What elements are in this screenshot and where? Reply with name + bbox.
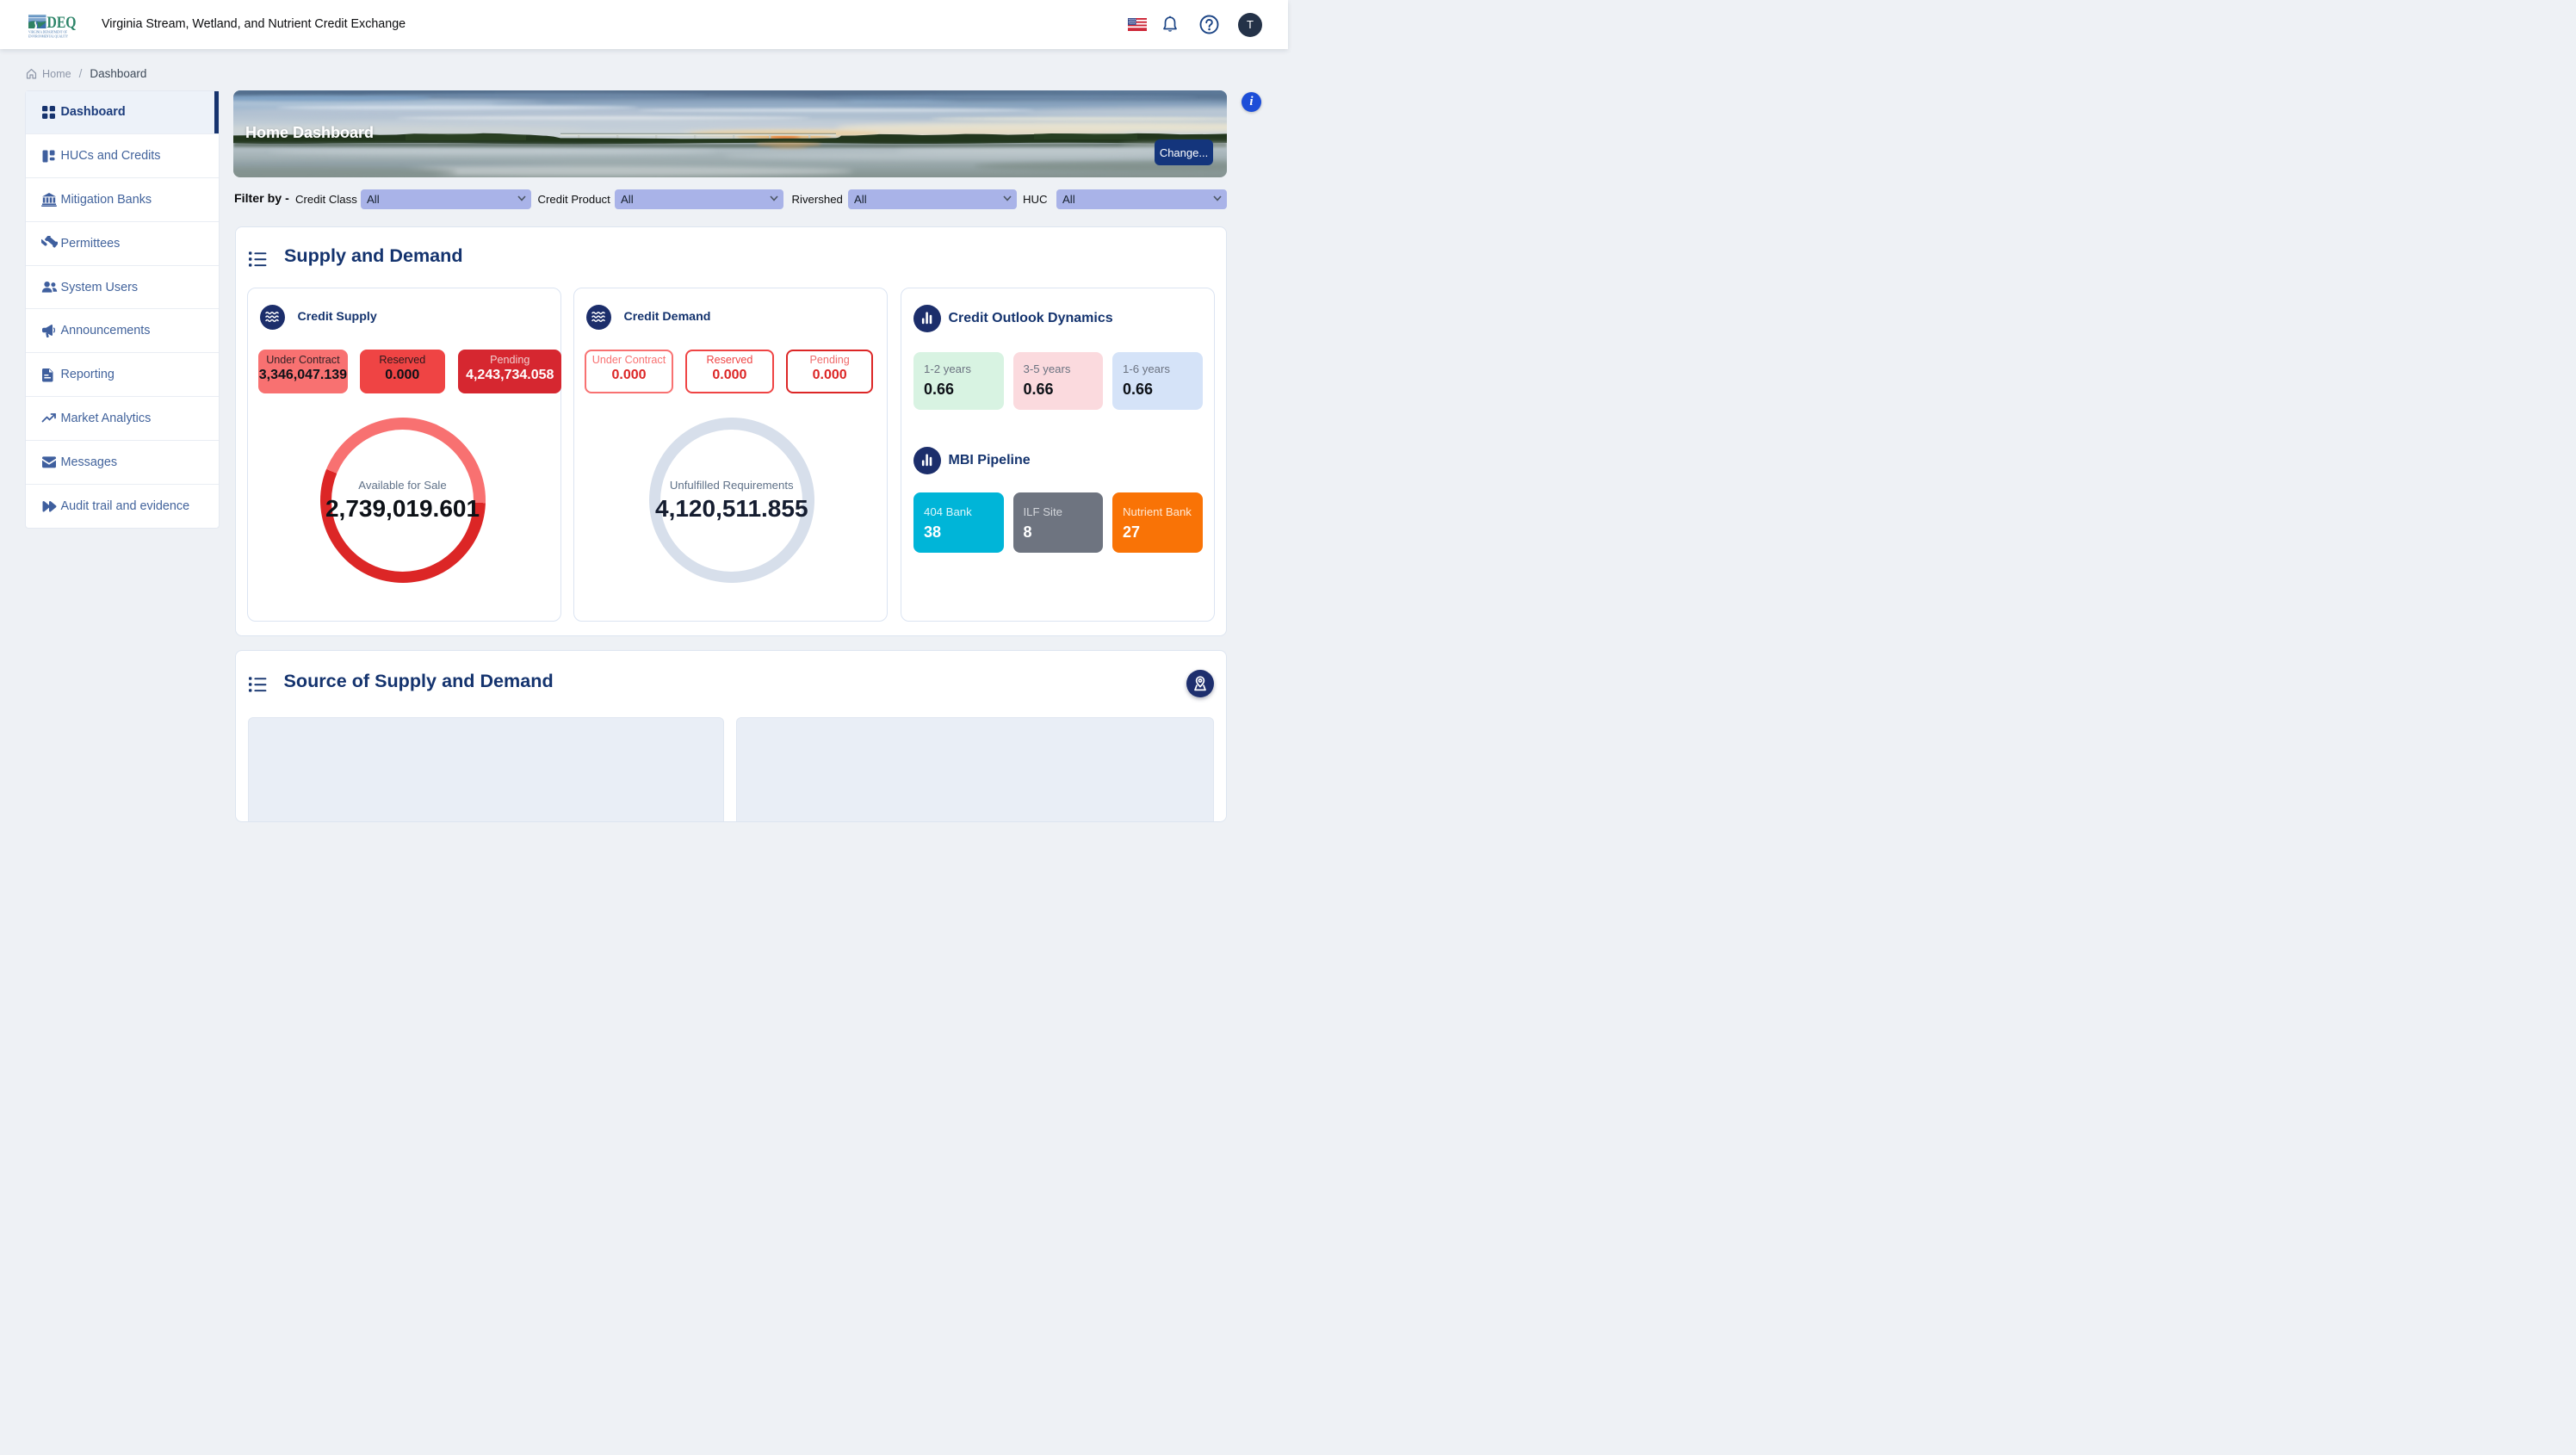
svg-text:ENVIRONMENTAL QUALITY: ENVIRONMENTAL QUALITY xyxy=(28,34,69,38)
svg-text:DEQ: DEQ xyxy=(47,15,77,32)
svg-text:VIRGINIA DEPARTMENT OF: VIRGINIA DEPARTMENT OF xyxy=(28,29,67,34)
